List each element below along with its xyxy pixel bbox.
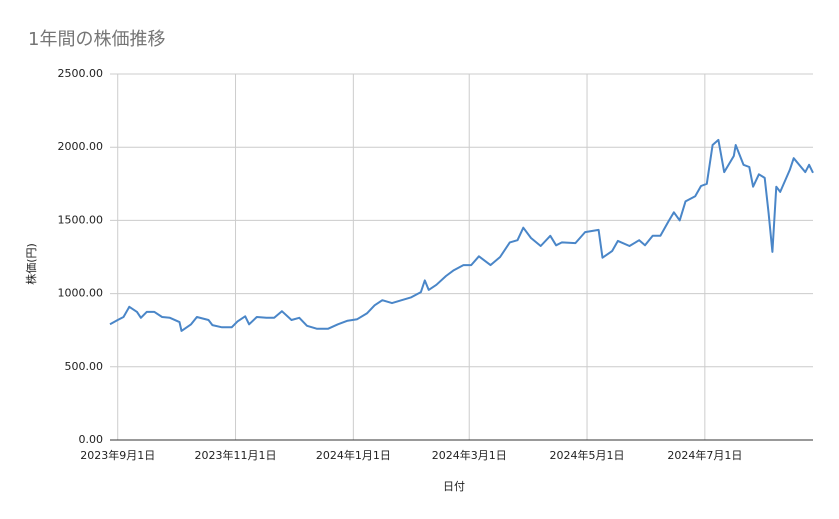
y-tick-label: 0.00 <box>79 433 104 446</box>
chart-title: 1年間の株価推移 <box>28 29 165 50</box>
y-tick-label: 500.00 <box>65 360 104 373</box>
x-tick-label: 2024年3月1日 <box>432 448 507 462</box>
y-axis-label: 株価(円) <box>24 243 38 285</box>
x-axis-label: 日付 <box>443 480 465 493</box>
x-tick-label: 2023年9月1日 <box>80 448 155 462</box>
y-tick-label: 1500.00 <box>58 213 104 226</box>
x-tick-label: 2024年5月1日 <box>550 448 625 462</box>
x-tick-label: 2024年7月1日 <box>667 448 742 462</box>
y-tick-label: 2000.00 <box>58 140 104 153</box>
y-tick-label: 1000.00 <box>58 287 104 300</box>
x-tick-label: 2024年1月1日 <box>316 448 391 462</box>
line-series <box>109 138 814 332</box>
x-tick-label: 2023年11月1日 <box>195 448 277 462</box>
y-tick-label: 2500.00 <box>58 67 104 80</box>
